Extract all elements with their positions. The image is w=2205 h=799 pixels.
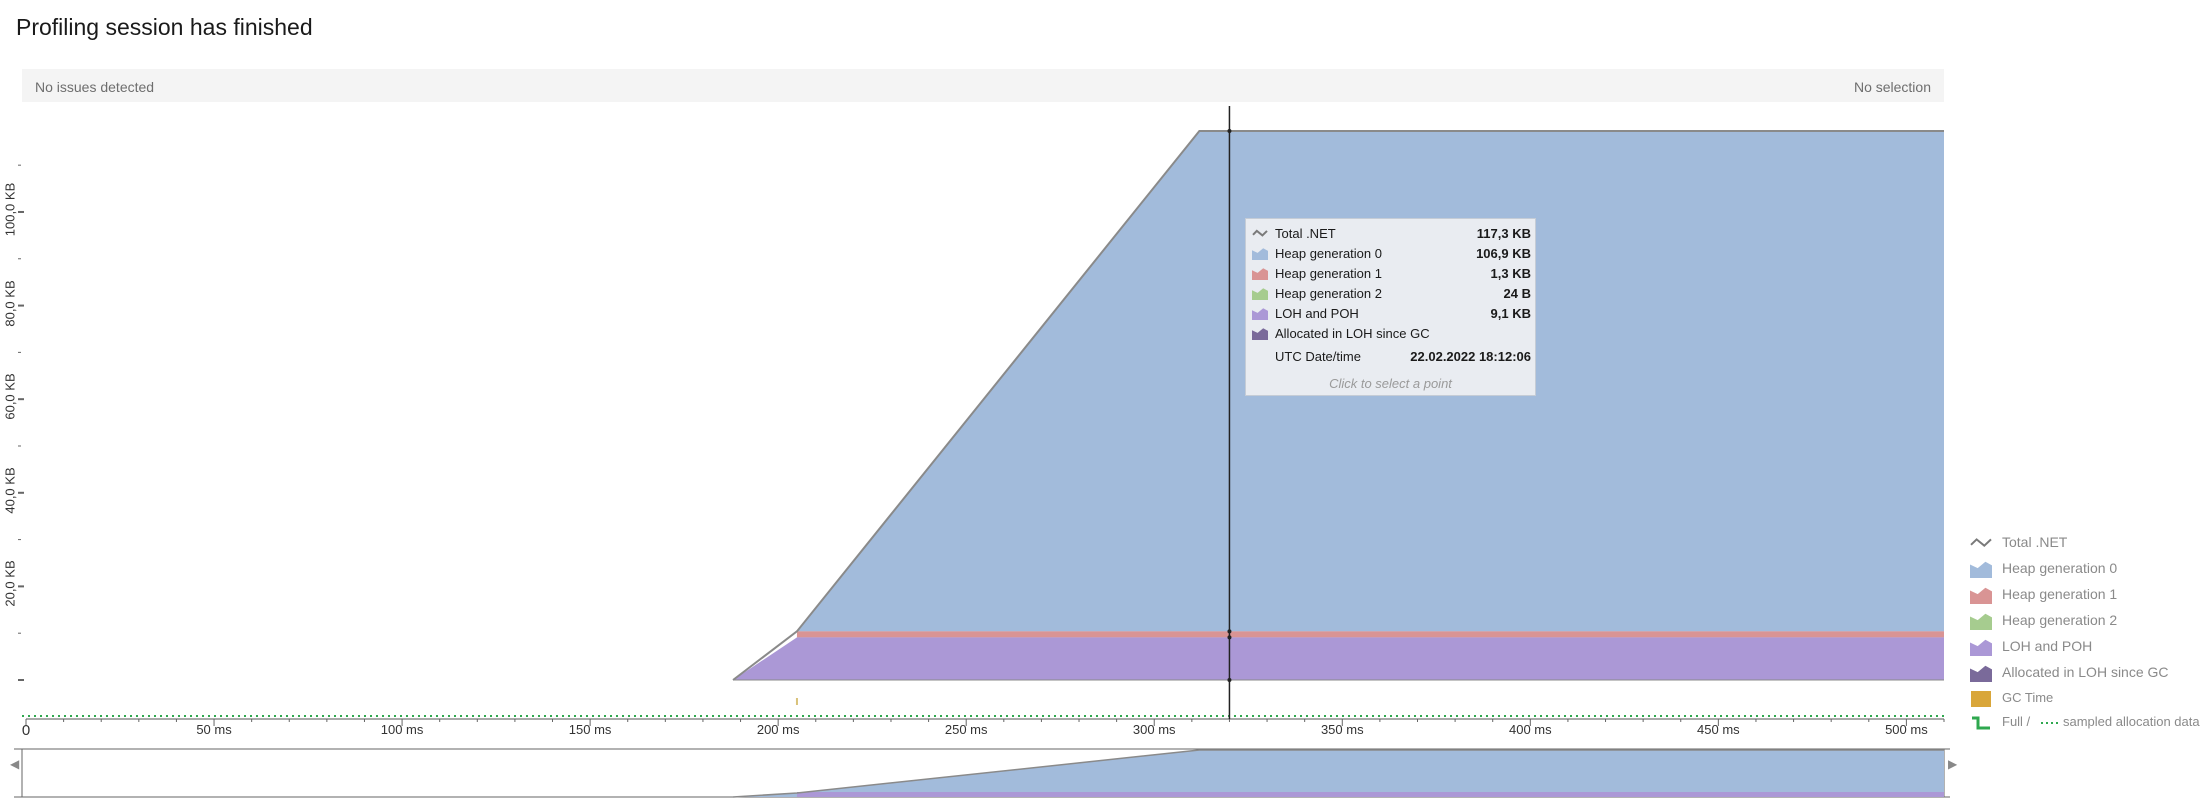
tooltip-hint: Click to select a point xyxy=(1329,376,1452,391)
tooltip-row: Heap generation 0 106,9 KB xyxy=(1252,245,1531,263)
tooltip-row-label: Heap generation 0 xyxy=(1275,246,1382,261)
gc-time-marker xyxy=(795,698,798,705)
line-total-net xyxy=(732,130,1944,681)
issues-status: No issues detected xyxy=(35,79,155,95)
cursor-point xyxy=(1227,678,1232,682)
x-tick-label: 200 ms xyxy=(756,722,800,737)
x-tick-label: 50 ms xyxy=(196,722,232,737)
tooltip-row: Total .NET 117,3 KB xyxy=(1252,225,1531,243)
box-icon xyxy=(1971,691,1991,707)
scroll-right-icon[interactable]: ▶ xyxy=(1948,757,1958,771)
legend-item-label: Total .NET xyxy=(2002,534,2068,550)
area-icon xyxy=(1252,328,1268,340)
x-tick-label: 150 ms xyxy=(568,722,612,737)
tooltip-row: Allocated in LOH since GC xyxy=(1252,325,1531,343)
x-tick-label: 500 ms xyxy=(1885,722,1928,737)
line-icon xyxy=(1252,229,1268,237)
area-icon xyxy=(1970,561,1992,578)
legend-full-label: Full / xyxy=(2002,714,2031,729)
issues-bar: No issues detected No selection xyxy=(22,69,1944,102)
tooltip-row-label: Heap generation 2 xyxy=(1275,286,1382,301)
x-tick-label: 100 ms xyxy=(380,722,424,737)
tooltip-date-label: UTC Date/time xyxy=(1275,349,1361,364)
cursor-point xyxy=(1227,629,1232,634)
tooltip-row-value: 117,3 KB xyxy=(1476,226,1531,241)
y-tick-label: 20,0 KB xyxy=(2,560,18,608)
tooltip-row-value: 24 B xyxy=(1503,286,1531,301)
area-icon xyxy=(1252,308,1268,320)
y-tick-label: 40,0 KB xyxy=(2,467,18,514)
overview-area-loh xyxy=(796,792,1945,797)
legend-sampled-label: sampled allocation data xyxy=(2063,714,2200,729)
tooltip-row-value: 1,3 KB xyxy=(1490,266,1531,281)
legend-item-label: Heap generation 2 xyxy=(2002,612,2118,628)
x-tick-label: 450 ms xyxy=(1697,722,1740,737)
x-tick-label: 0 xyxy=(21,722,31,739)
x-tick-label: 250 ms xyxy=(944,722,988,737)
x-tick-label: 400 ms xyxy=(1508,722,1552,737)
legend-item-label: Heap generation 1 xyxy=(2002,586,2118,602)
page-title: Profiling session has finished xyxy=(16,14,313,40)
tooltip-row-label: LOH and POH xyxy=(1275,306,1359,321)
legend-item-label: Heap generation 0 xyxy=(2002,560,2118,576)
overview-area-heap xyxy=(733,750,1944,797)
y-tick-label: 60,0 KB xyxy=(2,373,18,420)
selection-status[interactable]: No selection xyxy=(1853,79,1931,95)
area-icon xyxy=(1970,613,1992,630)
tooltip-row: Heap generation 1 1,3 KB xyxy=(1252,265,1531,283)
y-tick-label: 100,0 KB xyxy=(2,182,18,237)
legend-item-label: GC Time xyxy=(2002,690,2054,705)
cursor-point xyxy=(1227,129,1232,133)
legend-item-label: LOH and POH xyxy=(2002,638,2093,654)
tooltip-row: LOH and POH 9,1 KB xyxy=(1252,305,1531,323)
tooltip-row-label: Allocated in LOH since GC xyxy=(1275,326,1430,341)
step-line-icon xyxy=(1972,716,1990,730)
legend-item-label: Allocated in LOH since GC xyxy=(2002,664,2169,680)
tooltip-row: Heap generation 2 24 B xyxy=(1252,285,1531,303)
line-icon xyxy=(1970,538,1992,548)
area-icon xyxy=(1252,288,1268,300)
cursor-point xyxy=(1227,635,1232,640)
area-icon xyxy=(1970,639,1992,656)
area-loh-and-poh xyxy=(733,637,1944,680)
tooltip-row-label: Heap generation 1 xyxy=(1275,266,1382,281)
dotted-line-icon xyxy=(2041,722,2059,724)
x-tick-label: 300 ms xyxy=(1132,722,1176,737)
x-tick-label: 350 ms xyxy=(1320,722,1364,737)
tooltip-row-value: 9,1 KB xyxy=(1490,306,1531,321)
tooltip-date-row: UTC Date/time 22.02.2022 18:12:06 xyxy=(1252,348,1531,366)
area-icon xyxy=(1252,268,1268,280)
area-icon xyxy=(1970,665,1992,682)
area-icon xyxy=(1252,248,1268,260)
scroll-left-icon[interactable]: ◀ xyxy=(10,757,20,771)
tooltip-row-value: 106,9 KB xyxy=(1476,246,1531,261)
chart-tooltip: Total .NET 117,3 KB Heap generation 0 106,9… xyxy=(1245,218,1536,396)
area-heap-generation-1 xyxy=(796,631,1945,638)
memory-chart[interactable] xyxy=(0,0,1960,799)
area-icon xyxy=(1970,587,1992,604)
tooltip-row-label: Total .NET xyxy=(1275,226,1336,241)
overview-total-line xyxy=(732,749,1944,798)
tooltip-date-value: 22.02.2022 18:12:06 xyxy=(1410,349,1531,364)
y-tick-label: 80,0 KB xyxy=(2,279,18,327)
